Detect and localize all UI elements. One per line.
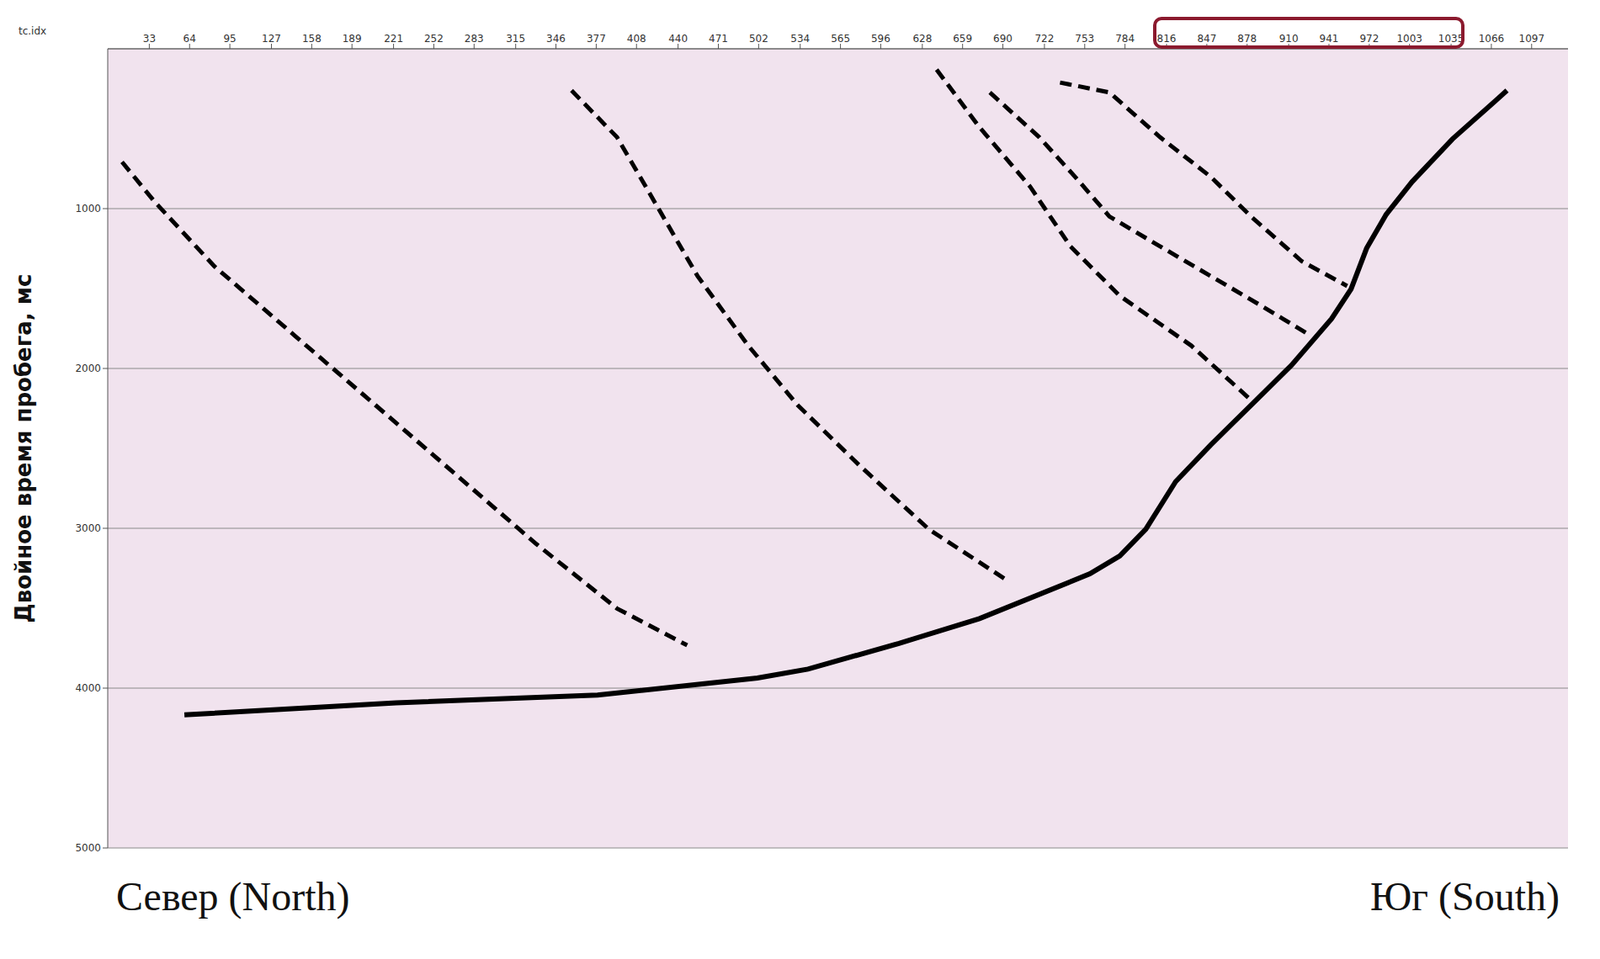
svg-text:346: 346 [546,32,566,45]
svg-text:189: 189 [342,32,362,45]
svg-text:33: 33 [143,32,156,45]
svg-text:1035: 1035 [1438,32,1465,45]
svg-text:158: 158 [302,32,322,45]
svg-text:753: 753 [1074,32,1095,45]
svg-text:471: 471 [708,32,729,45]
svg-text:628: 628 [912,32,932,45]
svg-text:941: 941 [1319,32,1340,45]
svg-text:408: 408 [627,32,647,45]
svg-text:972: 972 [1359,32,1379,45]
svg-text:440: 440 [668,32,688,45]
svg-text:847: 847 [1196,32,1217,45]
svg-text:534: 534 [790,32,810,45]
svg-text:Двойное время пробега, мс: Двойное время пробега, мс [10,274,37,624]
svg-text:502: 502 [749,32,769,45]
svg-text:659: 659 [952,32,973,45]
svg-text:722: 722 [1034,32,1054,45]
svg-text:1066: 1066 [1478,32,1505,45]
svg-text:878: 878 [1237,32,1257,45]
svg-text:64: 64 [183,32,197,45]
svg-text:1000: 1000 [74,202,101,215]
html-text:Север (North): Север (North) [116,874,350,920]
svg-text:816: 816 [1157,32,1177,45]
svg-text:377: 377 [586,32,606,45]
svg-text:3000: 3000 [74,522,101,535]
svg-text:596: 596 [871,32,891,45]
svg-text:5000: 5000 [74,842,101,855]
svg-text:910: 910 [1279,32,1299,45]
svg-text:221: 221 [383,32,404,45]
svg-text:690: 690 [993,32,1013,45]
svg-text:252: 252 [424,32,444,45]
svg-text:127: 127 [261,32,282,45]
svg-text:283: 283 [464,32,484,45]
svg-text:95: 95 [223,32,236,45]
svg-text:784: 784 [1115,32,1135,45]
svg-text:565: 565 [830,32,851,45]
svg-text:4000: 4000 [74,682,101,695]
svg-text:1097: 1097 [1519,32,1546,45]
svg-text:315: 315 [505,32,526,45]
svg-text:2000: 2000 [74,362,101,375]
html-text:tc.idx: tc.idx [18,25,47,38]
svg-text:1003: 1003 [1396,32,1423,45]
html-text:Юг (South): Юг (South) [1370,874,1560,920]
